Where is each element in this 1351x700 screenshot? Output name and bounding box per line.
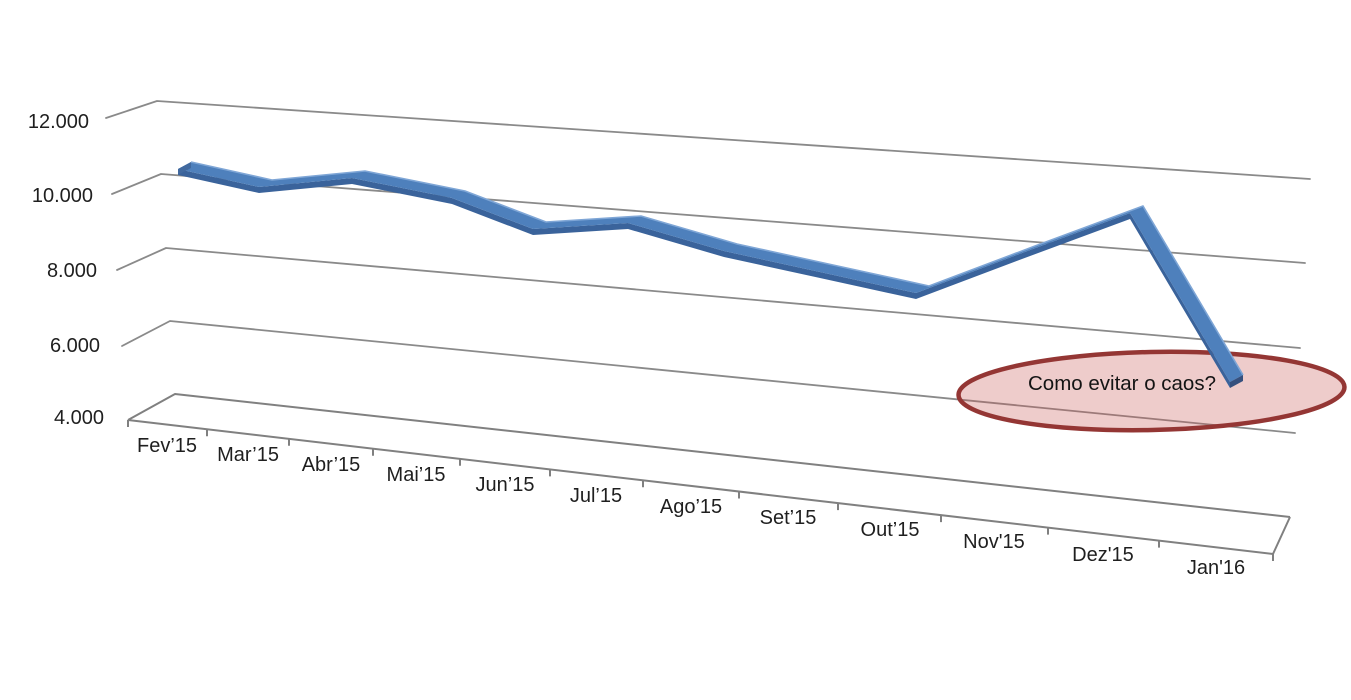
x-axis-label: Dez'15 xyxy=(1072,544,1134,566)
line-top-face xyxy=(178,162,1243,382)
x-axis-label: Mai’15 xyxy=(387,464,446,486)
gridline-12000 xyxy=(105,100,1311,180)
x-axis-label: Jan'16 xyxy=(1187,557,1245,579)
y-axis-label: 4.000 xyxy=(54,407,104,429)
line-end-cap xyxy=(1230,375,1243,388)
x-axis-label: Out’15 xyxy=(861,519,920,541)
annotation-text: Como evitar o caos? xyxy=(1028,372,1216,395)
floor-front-edge xyxy=(127,419,1291,555)
y-axis-label: 6.000 xyxy=(50,335,100,357)
x-axis-label: Mar’15 xyxy=(217,444,279,466)
chart-floor xyxy=(127,393,1291,561)
x-axis-label: Nov'15 xyxy=(963,531,1025,553)
series-line xyxy=(178,161,1244,388)
annotation-ellipse xyxy=(956,349,1347,433)
line-top-highlight xyxy=(190,161,1244,376)
x-axis-label: Jul’15 xyxy=(570,485,622,507)
x-axis-label: Fev’15 xyxy=(137,435,197,457)
y-axis-labels: 12.000 10.000 8.000 6.000 4.000 xyxy=(28,111,104,429)
x-axis-label: Set’15 xyxy=(760,507,817,529)
x-axis-label: Ago’15 xyxy=(660,496,722,518)
y-axis-label: 10.000 xyxy=(32,185,93,207)
gridline-6000 xyxy=(121,320,1296,434)
gridline-8000 xyxy=(116,247,1301,349)
y-axis-label: 12.000 xyxy=(28,111,89,133)
gridline-10000 xyxy=(111,173,1306,264)
x-axis-label: Jun’15 xyxy=(476,474,535,496)
x-axis-labels: Fev’15 Mar’15 Abr’15 Mai’15 Jun’15 Jul’1… xyxy=(137,435,1245,579)
category-axis-ticks xyxy=(127,420,1274,561)
x-axis-label: Abr’15 xyxy=(302,454,361,476)
floor-back-edge xyxy=(127,393,1291,518)
gridlines xyxy=(105,100,1311,434)
line-start-cap xyxy=(178,162,191,175)
y-axis-label: 8.000 xyxy=(47,260,97,282)
